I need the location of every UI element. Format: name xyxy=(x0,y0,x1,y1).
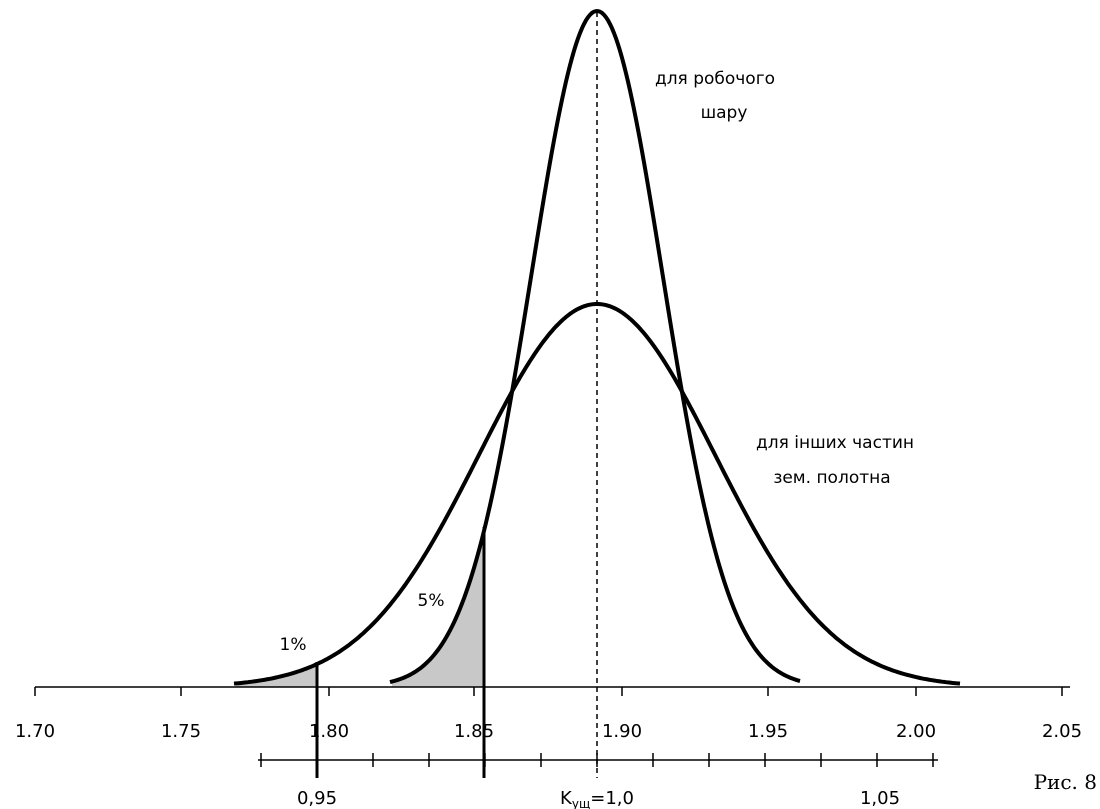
five-percent-label: 5% xyxy=(418,591,445,611)
tick-label: 1.80 xyxy=(309,721,349,742)
tick-label: 2.05 xyxy=(1042,721,1082,742)
tick-label: 1.90 xyxy=(602,721,642,742)
narrow-curve-label-line2: шару xyxy=(701,103,748,123)
density-axis-ticks xyxy=(34,687,1063,696)
figure-label: Рис. 8 xyxy=(1034,770,1097,794)
compaction-label-left: 0,95 xyxy=(297,788,337,809)
tick-label: 2.00 xyxy=(896,721,936,742)
tick-label: 1.70 xyxy=(15,721,55,742)
compaction-label-right: 1,05 xyxy=(860,788,900,809)
tick-label: 1.85 xyxy=(454,721,494,742)
wide-curve-label-line1: для інших частин xyxy=(756,433,914,453)
tick-label: 1.75 xyxy=(161,721,201,742)
one-percent-label: 1% xyxy=(280,635,307,655)
narrow-distribution-curve xyxy=(389,9,801,685)
compaction-label-center: Kущ=1,0 xyxy=(560,788,634,809)
density-axis-tick-labels: 1.70 1.75 1.80 1.85 1.90 1.95 2.00 2.05 xyxy=(15,721,1082,742)
shaded-area-5-percent xyxy=(392,530,484,687)
wide-curve-label-line2: зем. полотна xyxy=(773,468,890,488)
tick-label: 1.95 xyxy=(748,721,788,742)
narrow-curve-label-line1: для робочого xyxy=(655,69,775,89)
